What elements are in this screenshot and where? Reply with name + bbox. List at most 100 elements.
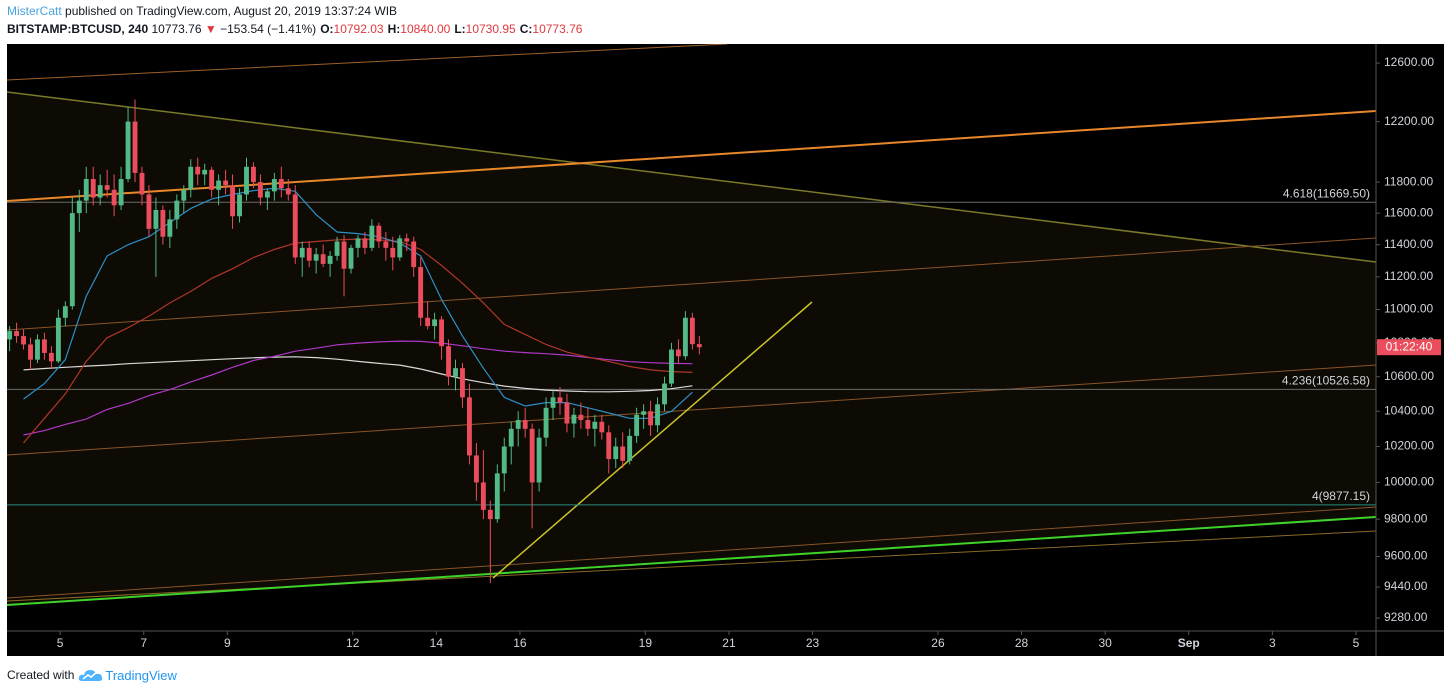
candle-body: [543, 407, 549, 438]
y-tick-label: 9440.00: [1384, 579, 1428, 593]
candle-body: [237, 194, 242, 217]
candle-body: [494, 473, 500, 520]
trend-line: [7, 91, 1376, 263]
drawings: [7, 44, 1376, 606]
candle-body: [550, 397, 556, 408]
y-tick-label: 12600.00: [1384, 55, 1434, 69]
y-tick-label: 11200.00: [1384, 269, 1433, 283]
candle-body: [97, 185, 103, 198]
candle-body: [7, 331, 13, 340]
candle-body: [146, 194, 152, 229]
candle-body: [355, 238, 361, 248]
support-line: [7, 516, 1376, 606]
ohlc-value: 10792.03: [333, 22, 384, 36]
candle-body: [641, 411, 647, 415]
x-tick-label: 19: [639, 636, 653, 650]
candle-body: [578, 414, 584, 421]
candle-body: [55, 317, 61, 362]
y-tick-label: 11400.00: [1384, 237, 1433, 251]
candle-body: [153, 209, 159, 229]
x-tick-label: 26: [931, 636, 945, 650]
candle-body: [181, 189, 187, 201]
y-tick-label: 11000.00: [1384, 302, 1433, 316]
y-tick-label: 10200.00: [1384, 439, 1434, 453]
candle-body: [83, 179, 89, 201]
candle-body: [313, 254, 319, 261]
candle-body: [264, 191, 270, 198]
brand[interactable]: TradingView: [105, 667, 177, 683]
candle-body: [76, 200, 82, 214]
series: [7, 99, 702, 584]
candle-body: [278, 179, 284, 189]
created-with: Created with: [7, 668, 75, 682]
candle-body: [655, 404, 660, 426]
candle-body: [432, 319, 438, 327]
moving-average: [23, 340, 693, 436]
symbol: BITSTAMP:BTCUSD, 240: [7, 22, 149, 36]
candle-body: [111, 189, 117, 206]
x-tick-label: 30: [1098, 636, 1112, 650]
candle-body: [404, 238, 410, 242]
candle-body: [682, 317, 688, 357]
y-tick-label: 10000.00: [1384, 475, 1434, 489]
candle-body: [620, 446, 626, 461]
candle-body: [473, 455, 479, 483]
candle-body: [28, 344, 33, 360]
candle-body: [466, 397, 472, 456]
ohlc-value: 10773.76: [532, 22, 583, 36]
candle-body: [529, 428, 535, 483]
candle-body: [299, 247, 305, 258]
candle-body: [334, 241, 340, 256]
change: −153.54 (−1.41%): [220, 22, 317, 36]
x-tick-label: Sep: [1178, 636, 1200, 650]
fib-level-label: 4.618(11669.50): [1283, 186, 1370, 200]
ohlc-label: L:: [454, 22, 466, 36]
y-tick-label: 9800.00: [1384, 511, 1428, 525]
ohlc-label: C:: [519, 22, 533, 36]
candle-body: [42, 339, 47, 353]
candle-body: [320, 254, 326, 264]
candle-body: [348, 247, 354, 269]
candle-body: [341, 241, 347, 269]
trend-line: [7, 44, 728, 81]
candle-body: [453, 368, 458, 377]
trend-line: [7, 237, 1376, 331]
candle-body: [425, 317, 431, 327]
candle-body: [21, 336, 26, 345]
header-line: MisterCatt published on TradingView.com,…: [7, 4, 397, 18]
candle-body: [244, 166, 249, 195]
candle-body: [613, 446, 619, 460]
moving-average: [23, 356, 693, 393]
author[interactable]: MisterCatt: [7, 4, 62, 18]
candle-body: [125, 121, 131, 180]
candle-body: [14, 331, 20, 337]
candle-body: [62, 306, 68, 318]
candle-body: [508, 428, 514, 447]
candle-body: [118, 179, 124, 206]
x-tick-label: 3: [1269, 636, 1276, 650]
candle-body: [662, 383, 667, 405]
candle-body: [536, 437, 542, 483]
candle-body: [564, 402, 570, 424]
x-tick-label: 28: [1015, 636, 1029, 650]
candle-body: [188, 166, 194, 190]
candle-body: [696, 344, 702, 348]
candle-body: [202, 169, 208, 175]
y-tick-label: 10400.00: [1384, 403, 1434, 417]
published: published on TradingView.com, August 20,…: [61, 4, 398, 18]
candle-body: [369, 225, 375, 248]
candle-body: [585, 420, 591, 429]
candle-body: [515, 420, 521, 429]
candle-body: [439, 319, 445, 347]
ohlc-value: 10730.95: [465, 22, 516, 36]
candle-body: [376, 225, 382, 242]
candle-body: [223, 180, 229, 186]
candle-body: [306, 247, 312, 261]
candle-body: [599, 421, 605, 433]
trend-line: [7, 110, 1376, 202]
x-tick-label: 7: [140, 636, 147, 650]
countdown-box: [1377, 339, 1441, 356]
x-tick-label: 16: [513, 636, 527, 650]
candle-body: [522, 420, 528, 429]
